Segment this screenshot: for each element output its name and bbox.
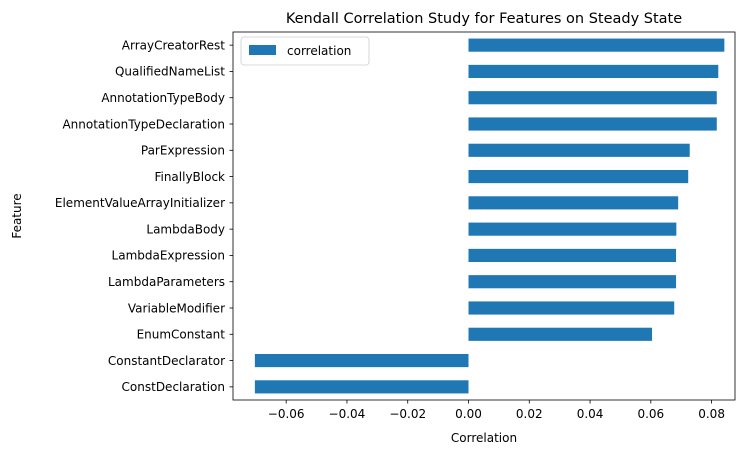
x-tick-label: 0.08 <box>698 407 725 421</box>
bar-ParExpression <box>468 143 690 157</box>
y-tick-label: ConstantDeclarator <box>108 354 225 368</box>
y-tick-label: LambdaExpression <box>112 249 225 263</box>
y-tick-label: ConstDeclaration <box>122 380 225 394</box>
bar-AnnotationTypeDeclaration <box>468 117 717 131</box>
bar-ElementValueArrayInitializer <box>468 196 679 210</box>
y-axis-title: Feature <box>10 193 24 238</box>
y-axis-ticks: ArrayCreatorRest QualifiedNameList Annotat… <box>55 38 233 394</box>
bar-LambdaParameters <box>468 275 677 289</box>
chart-title: Kendall Correlation Study for Features o… <box>286 11 682 27</box>
bars-layer <box>254 38 725 394</box>
y-tick-label: ElementValueArrayInitializer <box>55 196 225 210</box>
y-tick-label: LambdaParameters <box>108 275 225 289</box>
plot-frame <box>232 31 736 401</box>
bar-ConstantDeclarator <box>254 354 469 368</box>
y-tick-label: ParExpression <box>141 144 225 158</box>
legend: correlation <box>240 36 370 66</box>
bar-QualifiedNameList <box>468 64 719 78</box>
bar-LambdaBody <box>468 222 677 236</box>
y-tick-label: FinallyBlock <box>154 170 225 184</box>
y-tick-label: EnumConstant <box>137 328 226 342</box>
x-tick-label: −0.06 <box>268 407 305 421</box>
bar-ArrayCreatorRest <box>468 38 725 52</box>
bar-VariableModifier <box>468 301 675 315</box>
x-tick-label: −0.02 <box>389 407 426 421</box>
legend-label: correlation <box>287 44 351 58</box>
x-tick-label: 0.06 <box>637 407 664 421</box>
bar-ConstDeclaration <box>254 380 469 394</box>
x-tick-label: 0.02 <box>516 407 543 421</box>
x-tick-label: −0.04 <box>329 407 366 421</box>
y-tick-label: LambdaBody <box>146 222 225 236</box>
bar-EnumConstant <box>468 327 653 341</box>
y-tick-label: VariableModifier <box>128 301 225 315</box>
y-tick-label: ArrayCreatorRest <box>122 38 226 52</box>
y-tick-label: AnnotationTypeBody <box>101 91 225 105</box>
legend-swatch <box>249 45 276 55</box>
bar-AnnotationTypeBody <box>468 91 717 105</box>
x-axis-title: Correlation <box>451 431 517 445</box>
x-tick-label: 0.04 <box>577 407 604 421</box>
y-tick-label: QualifiedNameList <box>115 65 225 79</box>
x-tick-label: 0.00 <box>455 407 482 421</box>
y-tick-label: AnnotationTypeDeclaration <box>62 117 225 131</box>
x-axis-ticks: −0.06 −0.04 −0.02 0.00 0.02 0.04 0.06 0.08 <box>268 400 725 421</box>
legend-frame <box>240 36 370 66</box>
bar-FinallyBlock <box>468 170 689 184</box>
bar-LambdaExpression <box>468 248 677 262</box>
